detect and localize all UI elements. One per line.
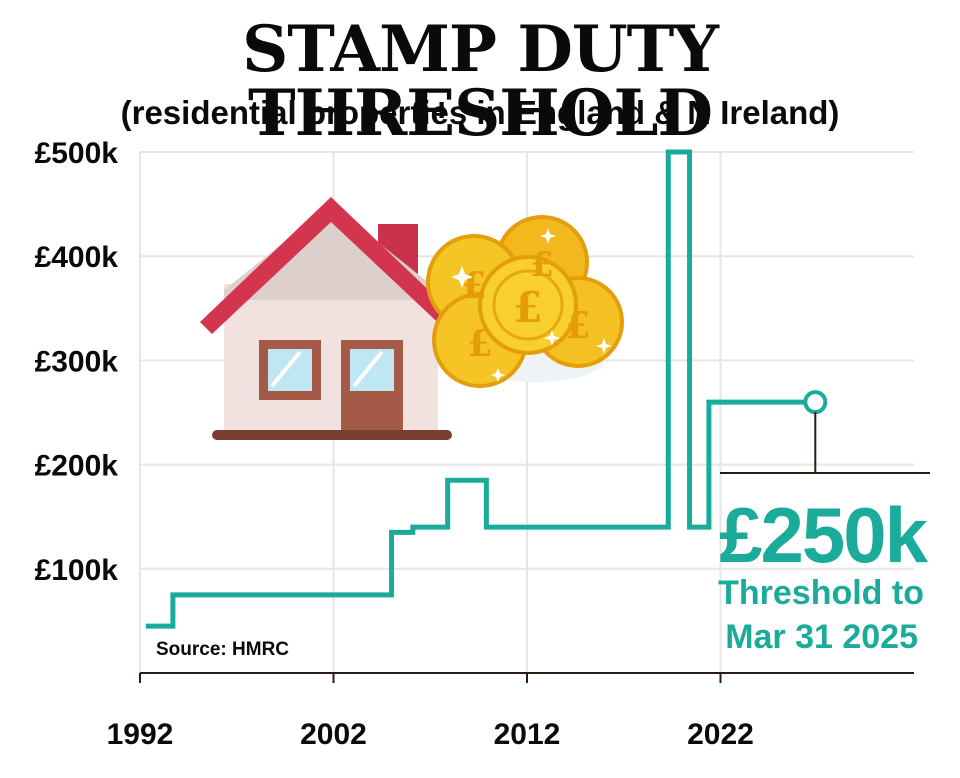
svg-text:£: £ (467, 323, 492, 365)
coins-icon: £ £ £ £ £ (426, 215, 624, 388)
y-tick-label: £500k (35, 137, 119, 170)
chart-title: STAMP DUTY THRESHOLD (242, 12, 719, 151)
series-line (145, 149, 816, 629)
chart-subtitle: (residential properties in England & N I… (120, 94, 840, 131)
y-tick-label: £100k (35, 554, 119, 587)
threshold-annotation: £250k Threshold to Mar 31 2025 (718, 412, 931, 656)
x-tick-label: 2012 (494, 718, 561, 751)
house-and-coins-illustration: £ £ £ £ £ (200, 197, 624, 440)
y-tick-label: £400k (35, 241, 119, 274)
x-tick-label: 2022 (687, 718, 754, 751)
x-tick-label: 1992 (107, 718, 174, 751)
y-axis: £100k £200k £300k £400k £500k (35, 137, 119, 587)
annotation-line-2: Mar 31 2025 (725, 618, 918, 656)
svg-text:£: £ (513, 283, 542, 332)
series-end-marker (803, 390, 828, 415)
house-icon (200, 197, 462, 440)
svg-text:£: £ (565, 305, 590, 347)
annotation-line-1: Threshold to (718, 574, 924, 612)
source-note: Source: HMRC (156, 639, 289, 660)
y-tick-label: £200k (35, 450, 119, 483)
svg-text:£: £ (530, 245, 554, 285)
annotation-value: £250k (719, 491, 929, 579)
x-axis: 1992 2002 2012 2022 (107, 673, 754, 751)
x-tick-label: 2002 (300, 718, 367, 751)
svg-text:£: £ (461, 265, 486, 307)
y-tick-label: £300k (35, 345, 119, 378)
